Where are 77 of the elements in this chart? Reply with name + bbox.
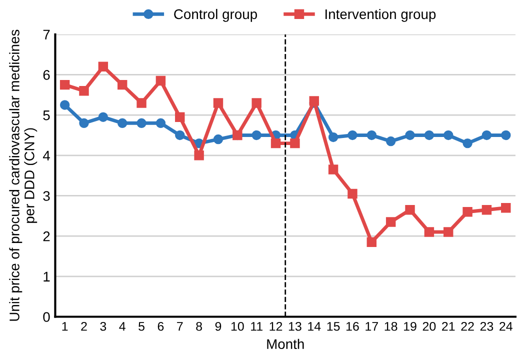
y-tick-label: 0 <box>43 312 50 322</box>
x-tick-label: 11 <box>251 322 262 331</box>
point <box>136 118 146 128</box>
y-tick-label: 3 <box>43 191 50 201</box>
x-tick-label: 1 <box>62 322 68 331</box>
x-tick-label: 20 <box>422 322 436 331</box>
x-tick-label: 3 <box>100 322 106 331</box>
point <box>386 217 396 227</box>
x-tick-label: 8 <box>196 322 202 331</box>
point <box>60 100 70 110</box>
legend-label: Intervention group <box>326 8 436 22</box>
x-tick-label: 9 <box>215 322 222 331</box>
x-tick-label: 19 <box>404 322 416 331</box>
point <box>424 227 434 237</box>
point <box>501 130 511 140</box>
point <box>175 112 185 122</box>
point <box>444 130 454 140</box>
point <box>175 130 185 140</box>
y-tick-label: 7 <box>43 30 50 40</box>
x-tick-label: 4 <box>119 322 126 331</box>
point <box>117 80 128 90</box>
x-tick-label: 5 <box>138 322 144 331</box>
x-axis-title: Month <box>267 338 304 350</box>
point <box>60 80 70 90</box>
point <box>252 130 262 140</box>
point <box>366 237 377 247</box>
point <box>462 207 472 217</box>
point <box>386 136 396 146</box>
point <box>213 134 224 144</box>
point <box>501 202 511 213</box>
point <box>348 130 358 140</box>
point <box>290 138 300 148</box>
y-tick-label: 4 <box>42 150 50 160</box>
point <box>348 188 358 199</box>
y-tick-label: 6 <box>43 70 50 80</box>
point <box>98 62 108 72</box>
point <box>194 150 204 160</box>
y-tick-label: 5 <box>43 110 50 120</box>
point <box>482 130 492 140</box>
point <box>405 204 415 215</box>
point <box>405 130 415 140</box>
x-tick-label: 15 <box>327 322 340 331</box>
x-tick-label: 6 <box>158 322 164 331</box>
legend-label: Control group <box>174 8 257 22</box>
x-tick-label: 18 <box>384 322 398 331</box>
point <box>79 86 89 96</box>
point <box>328 164 338 174</box>
point <box>98 112 108 122</box>
x-tick-label: 14 <box>308 322 321 331</box>
point <box>482 204 492 215</box>
y-axis-title: Unit price of procured cardiovascular medicines per DDD (CNY) <box>9 30 38 321</box>
x-tick-label: 10 <box>231 322 244 331</box>
x-tick-label: 7 <box>177 322 183 331</box>
point <box>366 130 377 140</box>
point <box>156 76 166 86</box>
x-tick-label: 2 <box>81 322 87 331</box>
x-tick-label: 17 <box>366 322 378 331</box>
point <box>270 138 281 148</box>
point <box>117 118 128 128</box>
point <box>136 98 146 108</box>
x-tick-label: 23 <box>480 322 494 331</box>
y-tick-label: 2 <box>43 231 50 242</box>
point <box>213 98 224 108</box>
point <box>328 132 338 142</box>
x-tick-label: 22 <box>461 322 474 331</box>
x-tick-label: 13 <box>288 322 302 331</box>
point <box>462 138 472 148</box>
x-tick-label: 12 <box>270 322 282 331</box>
y-tick-label: 1 <box>44 272 50 282</box>
x-tick-label: 16 <box>346 322 359 331</box>
point <box>156 118 166 128</box>
x-tick-label: 24 <box>500 322 512 331</box>
x-tick-label: 21 <box>442 322 455 331</box>
point <box>252 98 262 108</box>
point <box>79 118 89 128</box>
point <box>424 130 434 140</box>
point <box>444 227 454 237</box>
